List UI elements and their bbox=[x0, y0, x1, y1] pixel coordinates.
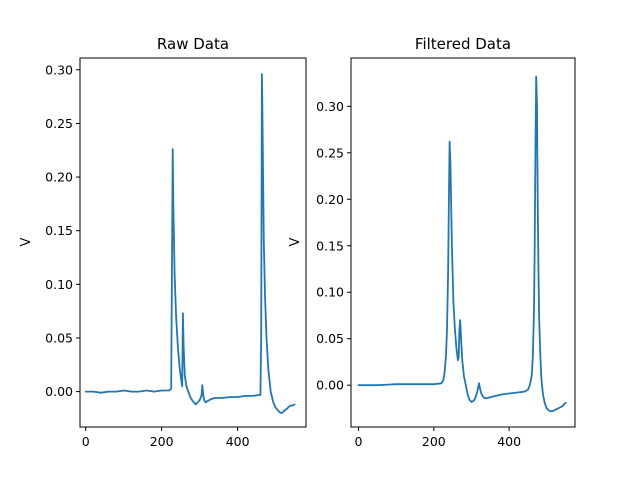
y-tick-label: 0.25 bbox=[316, 145, 344, 160]
plot-frame bbox=[79, 57, 307, 428]
x-tick-label: 0 bbox=[355, 434, 363, 449]
y-axis-label: V bbox=[19, 237, 34, 246]
y-tick-label: 0.20 bbox=[45, 170, 73, 185]
x-axis: 0 200 400 bbox=[82, 427, 250, 449]
y-axis: 0.00 0.05 0.10 0.15 0.20 0.25 0.30 bbox=[45, 62, 80, 399]
plot-frame bbox=[350, 57, 576, 428]
x-tick-label: 200 bbox=[422, 434, 446, 449]
raw-data-panel: Raw Data V 0 200 400 0.000.050.100.150.200… bbox=[19, 35, 307, 449]
y-tick-label: 0.05 bbox=[45, 330, 73, 345]
y-tick-label: 0.25 bbox=[45, 116, 73, 131]
series-line bbox=[84, 73, 296, 414]
series-layer bbox=[357, 75, 567, 413]
y-tick-label: 0.00 bbox=[316, 378, 344, 393]
y-tick-label: 0.10 bbox=[316, 285, 344, 300]
y-axis-label: V bbox=[288, 237, 303, 246]
chart-title: Filtered Data bbox=[415, 35, 511, 53]
y-tick-label: 0.05 bbox=[316, 331, 344, 346]
y-tick-label: 0.10 bbox=[45, 277, 73, 292]
series-line bbox=[357, 75, 567, 413]
y-tick-label: 0.00 bbox=[45, 384, 73, 399]
x-tick-label: 400 bbox=[226, 434, 250, 449]
y-axis: 0.00 0.05 0.10 0.15 0.20 0.25 0.30 bbox=[316, 99, 351, 393]
x-tick-label: 0 bbox=[82, 434, 90, 449]
y-tick-label: 0.30 bbox=[45, 62, 73, 77]
filtered-data-panel: Filtered Data V 0 200 400 0.00 0.05 0.10 0.15… bbox=[288, 35, 576, 449]
y-tick-label: 0.15 bbox=[316, 238, 344, 253]
x-tick-label: 400 bbox=[497, 434, 521, 449]
y-tick-label: 0.20 bbox=[316, 192, 344, 207]
y-tick-label: 0.30 bbox=[316, 99, 344, 114]
y-tick-label: 0.15 bbox=[45, 223, 73, 238]
x-axis: 0 200 400 bbox=[355, 427, 521, 449]
chart-title: Raw Data bbox=[157, 35, 229, 53]
series-layer bbox=[84, 73, 296, 414]
x-tick-label: 200 bbox=[150, 434, 174, 449]
